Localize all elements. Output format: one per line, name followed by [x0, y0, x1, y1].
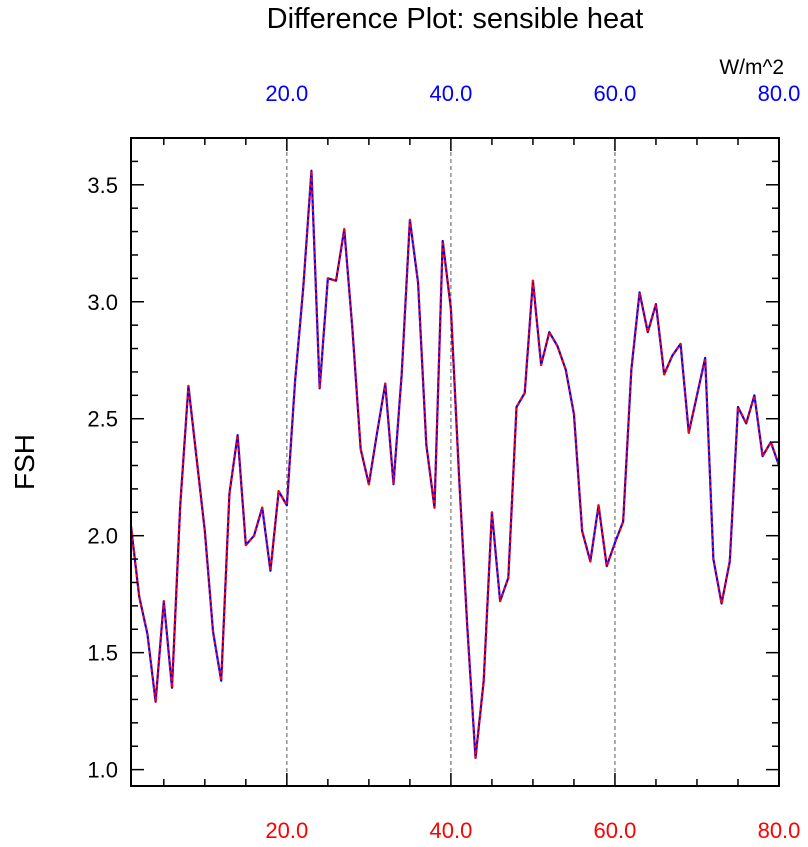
- y-axis-label: FSH: [9, 434, 40, 490]
- plot-frame: [130, 137, 780, 787]
- x-tick-label-top: 80.0: [758, 81, 801, 106]
- x-tick-label-bottom: 80.0: [758, 818, 801, 843]
- chart-title: Difference Plot: sensible heat: [267, 3, 644, 35]
- y-tick-label: 1.5: [87, 641, 118, 666]
- series-line: [129, 169, 781, 760]
- y-tick-label: 2.0: [87, 524, 118, 549]
- grid-lines: [286, 138, 616, 786]
- x-tick-label-top: 40.0: [429, 81, 472, 106]
- y-tick-label: 3.5: [87, 173, 118, 198]
- x-tick-label-bottom: 20.0: [265, 818, 308, 843]
- y-tick-label: 2.5: [87, 407, 118, 432]
- tick-labels: 20.0 20.0 40.0 40.0 60.0 60.0 80.0 80.0 1.0 1.5 2.…: [87, 81, 800, 843]
- x-tick-label-top: 20.0: [265, 81, 308, 106]
- x-tick-label-top: 60.0: [594, 81, 637, 106]
- series-line-dash: [129, 169, 781, 760]
- tick-marks: [131, 137, 779, 786]
- y-tick-label: 3.0: [87, 290, 118, 315]
- x-tick-label-bottom: 40.0: [429, 818, 472, 843]
- y-tick-label: 1.0: [87, 758, 118, 783]
- x-tick-label-bottom: 60.0: [594, 818, 637, 843]
- units-label: W/m^2: [719, 56, 784, 79]
- series-line-solid: [129, 169, 781, 760]
